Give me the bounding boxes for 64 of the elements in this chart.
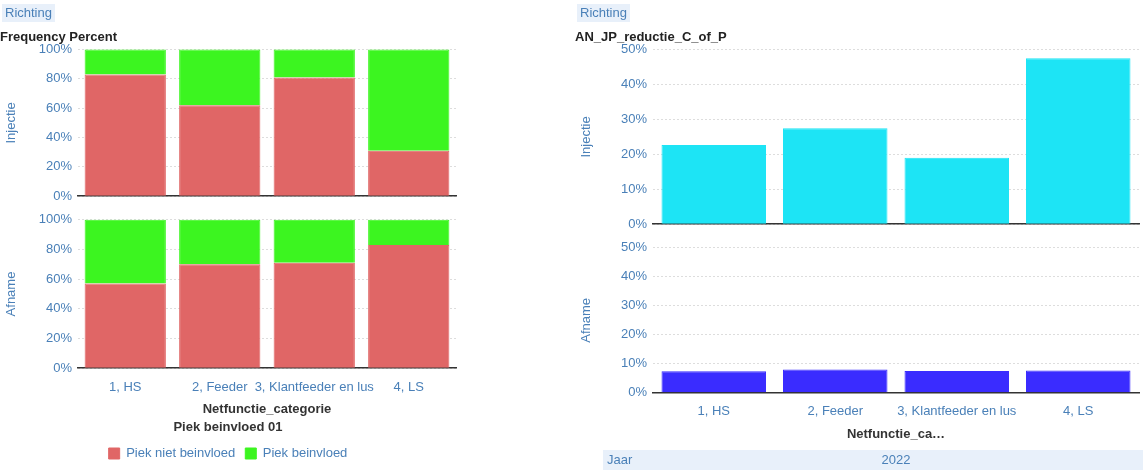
bar [783,128,888,224]
y-tick-label: 40% [45,129,73,145]
y-tick-label: 40% [45,300,73,316]
y-tick-label: 60% [45,270,73,286]
bar [1026,58,1131,224]
bar [84,283,166,368]
y-axis-title: Afname [3,271,19,317]
y-tick-label: 10% [620,180,648,196]
y-tick-label: 80% [45,241,73,257]
bar [273,262,355,368]
chart-title: Frequency Percent [0,29,118,45]
text: Jaar [607,451,633,467]
y-tick-label: 0% [628,384,648,400]
y-tick-label: 100% [38,211,73,227]
bar [179,219,261,265]
x-tick-label: 1, HS [108,378,142,394]
x-tick-label: 4, LS [1063,403,1094,419]
x-tick-label: 3, Klantfeeder en lus [897,403,1017,419]
x-axis-title: Netfunctie_ca… [846,425,946,441]
text: Richting [5,4,52,20]
x-tick-label: 2, Feeder [191,378,249,394]
legend-label: Piek beinvloed [262,445,348,461]
bar [273,219,355,263]
y-tick-label: 40% [620,268,648,284]
text: 2022 [881,451,911,467]
x-axis-title: Netfunctie_categorie [202,401,332,417]
bar [368,219,450,246]
y-tick-label: 20% [45,330,73,346]
bar [179,264,261,368]
y-tick-label: 0% [53,187,73,203]
bar [84,74,166,196]
y-tick-label: 0% [53,359,73,375]
bar [368,49,450,151]
bar [179,105,261,196]
bar [368,150,450,196]
bar [368,245,450,368]
y-tick-label: 20% [620,326,648,342]
bar [661,144,766,224]
y-axis-title: Afname [578,297,594,343]
bar [84,49,166,75]
y-tick-label: 30% [620,111,648,127]
y-axis-title: Injectie [3,102,19,144]
bar [179,49,261,106]
y-tick-label: 20% [45,158,73,174]
text: Richting [580,4,627,20]
x-tick-label: 2, Feeder [807,403,864,419]
x-tick-label: 1, HS [697,403,731,419]
y-tick-label: 80% [45,70,73,86]
y-tick-label: 50% [620,239,648,255]
legend-title: Piek beinvloed 01 [173,419,283,435]
y-tick-label: 20% [620,145,648,161]
x-tick-label: 4, LS [393,378,425,394]
legend-label: Piek niet beinvloed [126,445,236,461]
y-tick-label: 10% [620,355,648,371]
y-tick-label: 30% [620,297,648,313]
bar [84,219,166,284]
y-tick-label: 0% [628,215,648,231]
x-tick-label: 3, Klantfeeder en lus [254,378,375,394]
bar [273,49,355,78]
y-axis-title: Injectie [578,116,594,158]
y-tick-label: 40% [620,76,648,92]
y-tick-label: 60% [45,99,73,115]
bar [904,157,1009,224]
bar [273,77,355,196]
